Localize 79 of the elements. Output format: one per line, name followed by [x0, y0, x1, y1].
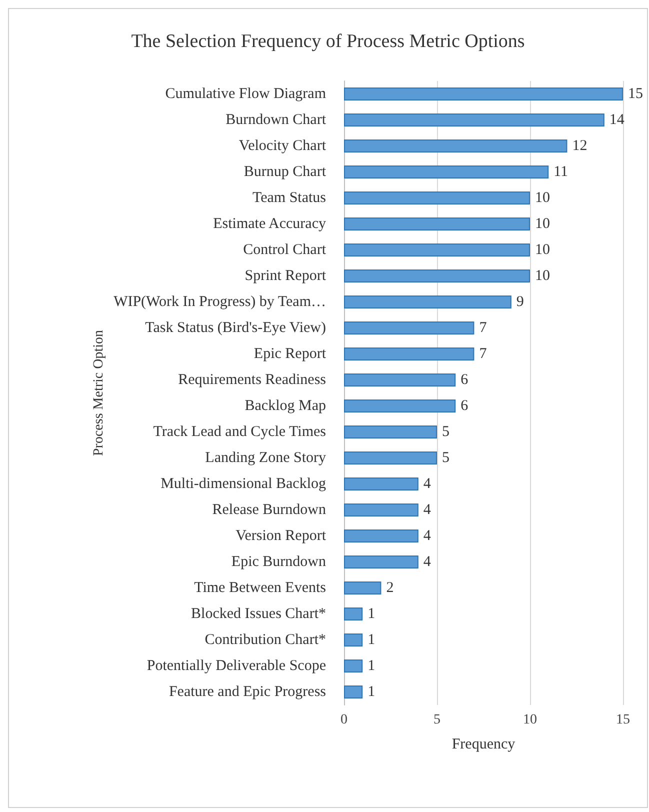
y-tick-label: Backlog Map: [244, 398, 326, 414]
data-label: 2: [386, 580, 394, 596]
data-label: 1: [368, 658, 376, 674]
data-label: 10: [535, 268, 550, 284]
data-label: 1: [368, 606, 376, 622]
data-label: 10: [535, 216, 550, 232]
data-label: 1: [368, 684, 376, 700]
data-label: 7: [479, 320, 488, 336]
y-tick-label: Version Report: [236, 528, 327, 544]
bar: [344, 686, 363, 698]
x-tick-label: 0: [340, 712, 348, 728]
bar: [344, 634, 363, 646]
bar: [344, 218, 530, 230]
x-axis-title: Frequency: [452, 736, 516, 752]
data-label: 15: [628, 86, 643, 102]
y-tick-label: Contribution Chart*: [204, 632, 326, 648]
bar: [344, 322, 474, 334]
y-tick-label: Task Status (Bird's-Eye View): [145, 320, 326, 336]
y-tick-label: Blocked Issues Chart*: [191, 606, 326, 622]
bar: [344, 88, 623, 100]
bar: [344, 348, 474, 360]
data-label: 4: [423, 502, 432, 518]
bar: [344, 478, 418, 490]
bar: [344, 114, 604, 126]
data-label: 7: [479, 346, 488, 362]
data-label: 4: [423, 554, 432, 570]
y-tick-label: Epic Burndown: [231, 554, 326, 570]
data-label: 14: [609, 112, 625, 128]
y-tick-label: Burndown Chart: [226, 112, 327, 128]
data-label: 1: [368, 632, 376, 648]
y-tick-label: Burnup Chart: [244, 164, 327, 180]
bar: [344, 530, 418, 542]
data-label: 5: [442, 424, 450, 440]
y-tick-label: Velocity Chart: [238, 138, 327, 154]
y-tick-label: Feature and Epic Progress: [168, 684, 326, 700]
bar: [344, 426, 437, 438]
bar: [344, 270, 530, 282]
bar: [344, 504, 418, 516]
bar: [344, 166, 549, 178]
y-tick-label: Estimate Accuracy: [213, 216, 326, 232]
bar: [344, 452, 437, 464]
y-tick-label: Potentially Deliverable Scope: [146, 658, 326, 674]
data-label: 10: [535, 190, 550, 206]
x-tick-label: 15: [616, 712, 630, 728]
data-label: 10: [535, 242, 550, 258]
y-tick-label: Time Between Events: [194, 580, 326, 596]
bar: [344, 244, 530, 256]
data-label: 4: [423, 476, 432, 492]
data-label: 6: [460, 398, 469, 414]
data-label: 12: [572, 138, 588, 154]
y-tick-label: Requirements Readiness: [178, 372, 326, 388]
bar: [344, 556, 418, 568]
y-tick-label: Team Status: [252, 190, 326, 206]
data-label: 11: [554, 164, 568, 180]
bar: [344, 374, 456, 386]
chart-title: The Selection Frequency of Process Metric Options: [131, 31, 525, 52]
y-tick-label: Sprint Report: [244, 268, 327, 284]
x-tick-label: 10: [523, 712, 537, 728]
y-tick-label: Landing Zone Story: [205, 450, 326, 466]
bar: [344, 400, 456, 412]
y-tick-label: Release Burndown: [212, 502, 326, 518]
y-tick-label: Cumulative Flow Diagram: [165, 86, 326, 102]
y-tick-label: WIP(Work In Progress) by Team…: [114, 294, 326, 310]
bar: [344, 296, 512, 308]
bar: [344, 608, 363, 620]
data-label: 6: [460, 372, 469, 388]
y-axis-title: Process Metric Option: [92, 330, 106, 456]
data-label: 5: [442, 450, 450, 466]
data-label: 4: [423, 528, 432, 544]
y-tick-label: Track Lead and Cycle Times: [153, 424, 326, 440]
bar: [344, 660, 363, 672]
bar: [344, 582, 382, 594]
data-label: 9: [516, 294, 524, 310]
bar: [344, 140, 568, 152]
y-tick-label: Epic Report: [254, 346, 327, 362]
y-tick-label: Control Chart: [243, 242, 327, 258]
x-tick-label: 5: [434, 712, 440, 728]
y-tick-label: Multi-dimensional Backlog: [160, 476, 326, 492]
bar: [344, 192, 530, 204]
